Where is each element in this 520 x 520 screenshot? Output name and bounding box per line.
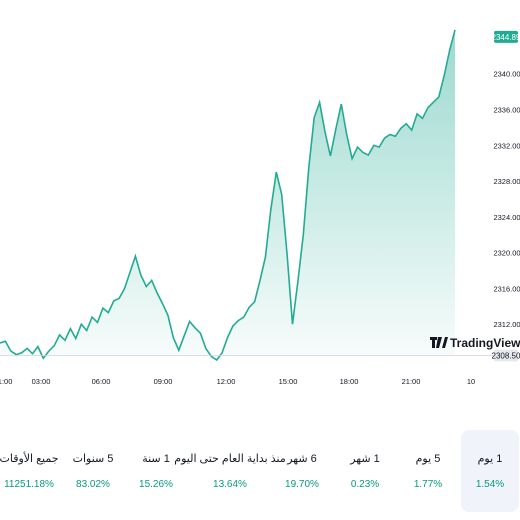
period-label: 5 سنوات — [72, 453, 114, 465]
period-tab-6-month[interactable]: 6 شهر 19.70% — [273, 430, 331, 512]
y-tick-label: 2332.00 — [493, 141, 520, 150]
last-price-tag: 2344.89 — [492, 30, 520, 43]
x-tick-label: 21:00 — [402, 377, 421, 386]
y-tick-label: 2324.00 — [493, 213, 520, 222]
x-axis: 21:00 03:00 06:00 09:00 12:00 15:00 18:00 21:00… — [0, 377, 475, 386]
period-label: 1 شهر — [350, 453, 380, 465]
period-change: 13.64% — [213, 479, 247, 490]
period-tab-all-time[interactable]: جميع الأوقات 11251.18% — [0, 430, 59, 512]
x-tick-label: 09:00 — [154, 377, 173, 386]
period-tab-1-month[interactable]: 1 شهر 0.23% — [336, 430, 394, 512]
y-tick-label: 2328.00 — [493, 177, 520, 186]
price-area — [0, 29, 455, 361]
tradingview-logo[interactable]: TradingView — [430, 336, 520, 350]
base-price-tag: 2308.50 — [492, 349, 520, 362]
y-tick-label: 2336.00 — [493, 105, 520, 114]
period-label: 6 شهر — [287, 453, 317, 465]
period-label: 1 سنة — [142, 453, 170, 465]
last-price-label: 2344.89 — [492, 33, 520, 42]
period-change: 11251.18% — [4, 479, 54, 490]
y-tick-label: 2312.00 — [493, 320, 520, 329]
period-label: 5 يوم — [415, 453, 441, 465]
x-tick-label: 15:00 — [279, 377, 298, 386]
period-change: 1.54% — [475, 479, 505, 490]
period-label: منذ بداية العام حتى اليوم — [174, 453, 286, 465]
period-tab-1-day[interactable]: 1 يوم 1.54% — [461, 430, 519, 512]
tradingview-logo-text: TradingView — [450, 336, 520, 350]
y-tick-label: 2320.00 — [493, 249, 520, 258]
x-tick-label: 18:00 — [340, 377, 359, 386]
y-tick-label: 2316.00 — [493, 284, 520, 293]
period-tab-1-year[interactable]: 1 سنة 15.26% — [127, 430, 185, 512]
x-tick-label: 12:00 — [217, 377, 236, 386]
x-tick-label: 03:00 — [32, 377, 51, 386]
period-change: 1.77% — [413, 479, 443, 490]
period-change: 0.23% — [350, 479, 380, 490]
y-axis: 2340.00 2336.00 2332.00 2328.00 2324.00 2320.… — [493, 70, 520, 330]
period-change: 15.26% — [139, 479, 173, 490]
price-line — [0, 29, 456, 362]
price-chart[interactable]: 2340.00 2336.00 2332.00 2328.00 2324.00 2320.… — [0, 0, 520, 400]
x-tick-label: 06:00 — [92, 377, 111, 386]
period-change: 19.70% — [285, 479, 319, 490]
y-tick-label: 2340.00 — [493, 70, 520, 79]
period-label: 1 يوم — [477, 453, 503, 465]
chart-canvas[interactable]: 2340.00 2336.00 2332.00 2328.00 2324.00 2320.… — [0, 0, 520, 400]
period-tabs: 1 يوم 1.54% 5 يوم 1.77% 1 شهر 0.23% 6 شه… — [0, 430, 520, 520]
period-change: 83.02% — [76, 479, 110, 490]
period-label: جميع الأوقات — [0, 453, 59, 465]
period-tab-5-day[interactable]: 5 يوم 1.77% — [399, 430, 457, 512]
x-tick-label: 21:00 — [0, 377, 12, 386]
period-tab-5-year[interactable]: 5 سنوات 83.02% — [64, 430, 122, 512]
tradingview-logo-icon — [430, 337, 448, 348]
x-tick-label: 10 — [467, 377, 475, 386]
period-tab-ytd[interactable]: منذ بداية العام حتى اليوم 13.64% — [174, 430, 285, 512]
base-price-label: 2308.50 — [492, 352, 520, 361]
